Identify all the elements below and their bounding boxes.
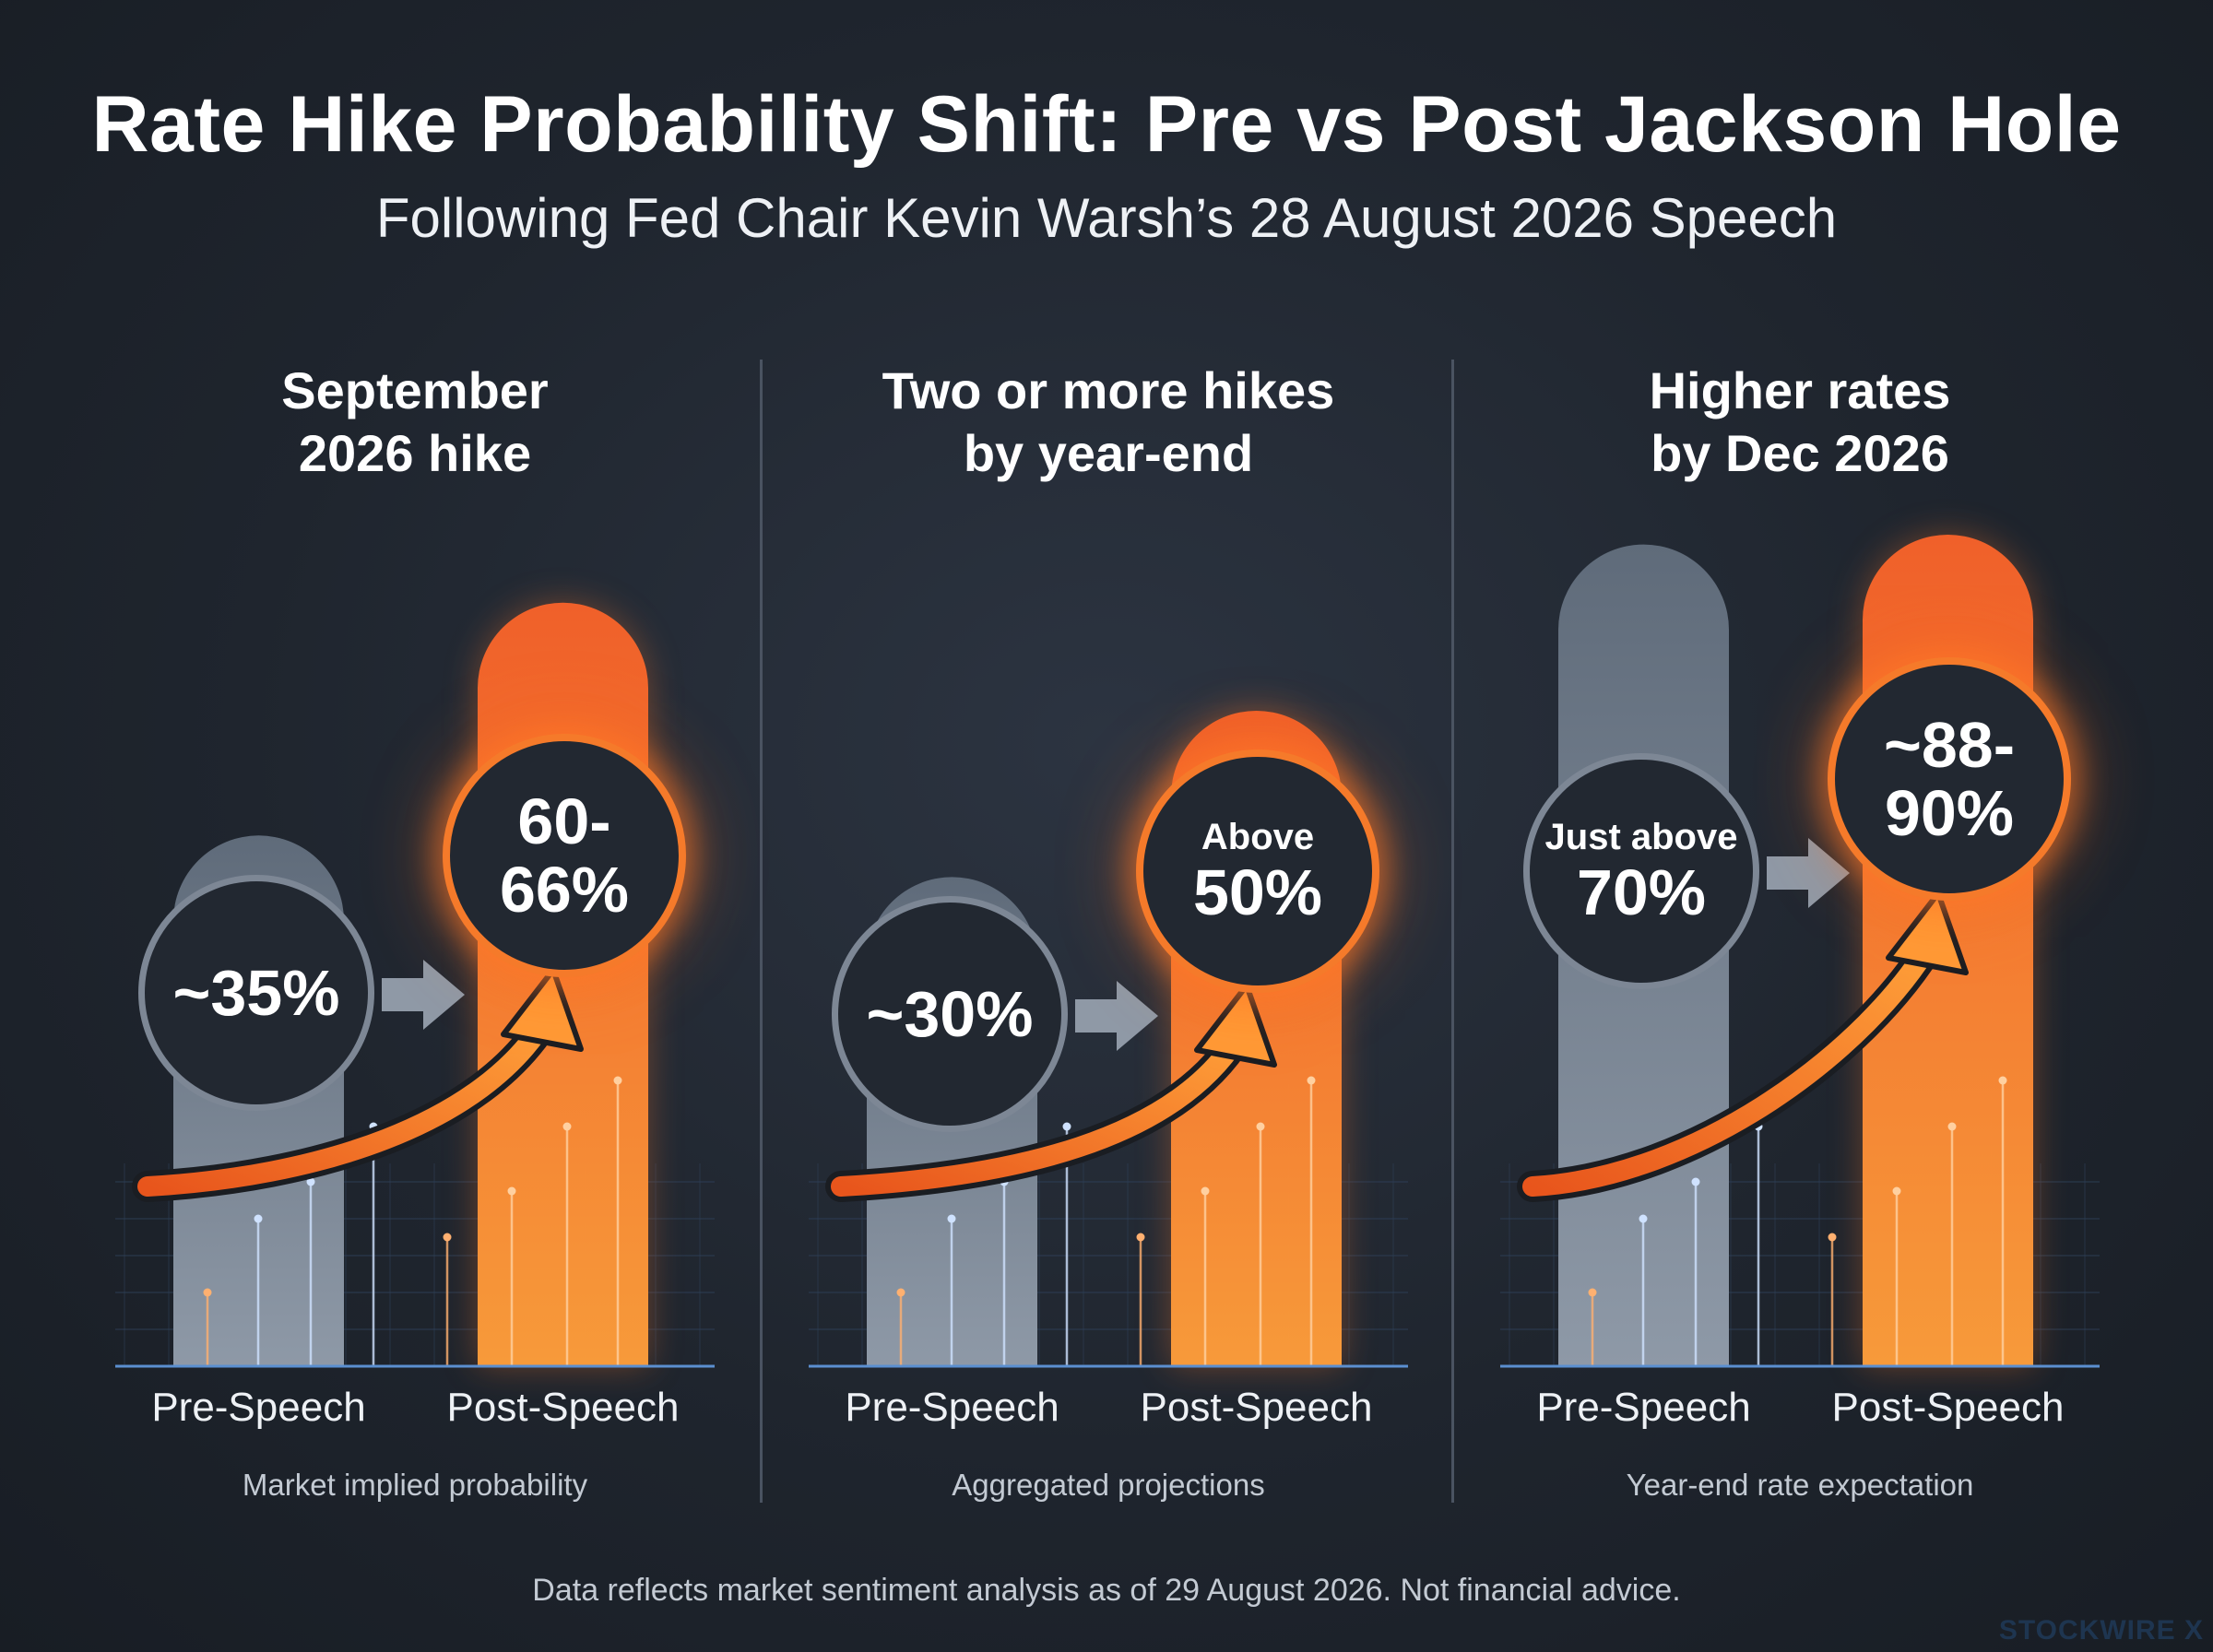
footer-disclaimer: Data reflects market sentiment analysis … (532, 1573, 1681, 1608)
panel-title: September 2026 hike (69, 360, 761, 485)
panel-title-line: by Dec 2026 (1651, 424, 1949, 482)
transition-arrow-icon (382, 960, 465, 1030)
post-speech-value-badge: 60- 66% (443, 734, 686, 977)
panel-caption: Year-end rate expectation (1626, 1468, 1974, 1502)
pre-speech-value-badge: ~35% (138, 875, 374, 1111)
badge-value: ~35% (172, 957, 340, 1029)
panel-title-line: Higher rates (1649, 361, 1951, 419)
growth-arrow-icon (1522, 929, 1943, 1197)
badge-value: 90% (1884, 777, 2015, 849)
category-label-pre-speech: Pre-Speech (1536, 1385, 1751, 1430)
panel-two-or-more-hikes: Two or more hikes by year-end ~30% Above 50%… (763, 350, 1454, 1549)
panel-september-hike: September 2026 hike ~35% 60- 66% Pre-Speech Po… (69, 350, 761, 1549)
transition-arrow-icon (1075, 981, 1158, 1051)
category-label-post-speech: Post-Speech (1831, 1385, 2065, 1430)
growth-arrow-head-icon (501, 967, 584, 1052)
panel-title-line: 2026 hike (298, 424, 532, 482)
growth-arrow-icon (831, 1021, 1251, 1197)
growth-arrow-head-icon (1886, 891, 1969, 975)
growth-arrow-head-icon (1194, 983, 1277, 1068)
panel-title-line: Two or more hikes (882, 361, 1335, 419)
badge-value: ~88- (1883, 709, 2016, 781)
brand-logo: STOCKWIRE X (1998, 1615, 2204, 1646)
post-speech-value-badge: Above 50% (1136, 749, 1379, 993)
badge-qualifier: Above (1201, 817, 1315, 857)
panel-title: Higher rates by Dec 2026 (1454, 360, 2146, 485)
panel-caption: Market implied probability (242, 1468, 588, 1502)
panel-higher-rates: Higher rates by Dec 2026 Just above 70% ~88-… (1454, 350, 2146, 1549)
panel-title-line: September (281, 361, 549, 419)
category-label-post-speech: Post-Speech (1140, 1385, 1373, 1430)
panel-title-line: by year-end (963, 424, 1254, 482)
badge-value: 70% (1576, 856, 1707, 928)
category-label-pre-speech: Pre-Speech (151, 1385, 366, 1430)
chart-title: Rate Hike Probability Shift: Pre vs Post… (91, 80, 2122, 169)
badge-value: 50% (1192, 856, 1323, 928)
panel-divider-1 (760, 360, 763, 1503)
chart-subtitle: Following Fed Chair Kevin Warsh’s 28 Aug… (375, 187, 1838, 249)
pre-speech-value-badge: Just above 70% (1523, 753, 1759, 989)
pre-speech-value-badge: ~30% (832, 896, 1068, 1132)
panel-title: Two or more hikes by year-end (763, 360, 1454, 485)
category-label-post-speech: Post-Speech (446, 1385, 680, 1430)
panel-caption: Aggregated projections (952, 1468, 1265, 1502)
growth-arrow-icon (137, 1006, 558, 1197)
badge-value: 60- (517, 785, 611, 857)
panel-divider-2 (1451, 360, 1454, 1503)
post-speech-value-badge: ~88- 90% (1828, 657, 2071, 901)
transition-arrow-icon (1767, 838, 1850, 908)
badge-qualifier: Just above (1544, 817, 1738, 857)
badge-value: ~30% (866, 978, 1034, 1050)
bar-post-speech (478, 602, 648, 1366)
category-label-pre-speech: Pre-Speech (845, 1385, 1059, 1430)
badge-value: 66% (499, 854, 630, 926)
